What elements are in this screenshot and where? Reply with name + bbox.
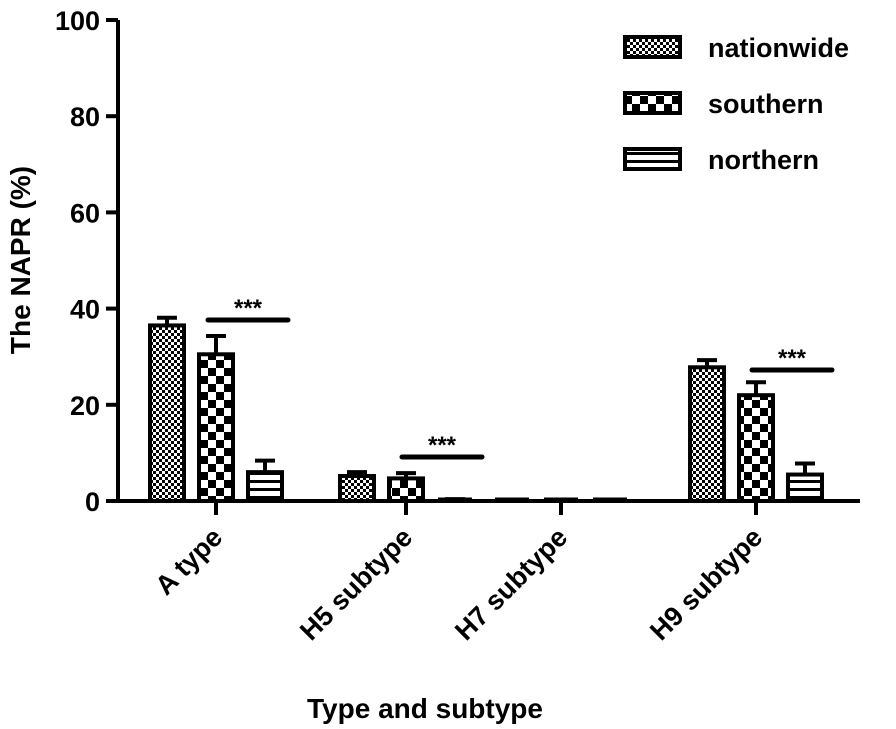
- bar-nationwide-0: [148, 323, 186, 503]
- y-tick-label-60: 60: [70, 198, 100, 228]
- legend-swatch-northern: [623, 147, 682, 171]
- y-tick-label-80: 80: [70, 102, 100, 132]
- significance-label-0: ***: [234, 295, 263, 322]
- bar-nationwide-3: [688, 365, 726, 504]
- x-tick-label-1: H5 subtype: [294, 522, 418, 646]
- x-tick-label-0: A type: [149, 522, 228, 601]
- legend-swatch-southern: [623, 91, 682, 115]
- significance-label-1: ***: [428, 432, 457, 459]
- y-tick-label-40: 40: [70, 295, 100, 325]
- significance-annotations: *** *** ***: [205, 295, 835, 460]
- legend-swatch-nationwide: [623, 35, 682, 59]
- legend-label-northern: northern: [708, 145, 819, 175]
- bar-southern-0: [197, 352, 235, 504]
- bar-southern-3: [737, 393, 775, 503]
- bars: [148, 315, 824, 504]
- x-tick-label-3: H9 subtype: [644, 522, 768, 646]
- y-tick-label-0: 0: [85, 487, 100, 517]
- significance-label-2: ***: [778, 345, 807, 372]
- bar-northern-0: [246, 470, 284, 504]
- y-axis-title: The NAPR (%): [5, 166, 36, 354]
- x-axis-title: Type and subtype: [307, 693, 543, 724]
- legend-label-southern: southern: [708, 89, 824, 119]
- legend: nationwide southern northern: [623, 33, 849, 175]
- x-tick-label-2: H7 subtype: [449, 522, 573, 646]
- bar-southern-1: [387, 476, 425, 504]
- legend-label-nationwide: nationwide: [708, 33, 849, 63]
- y-tick-label-20: 20: [70, 391, 100, 421]
- y-tick-label-100: 100: [55, 6, 100, 36]
- bar-nationwide-1: [338, 473, 376, 504]
- bar-northern-3: [786, 472, 824, 504]
